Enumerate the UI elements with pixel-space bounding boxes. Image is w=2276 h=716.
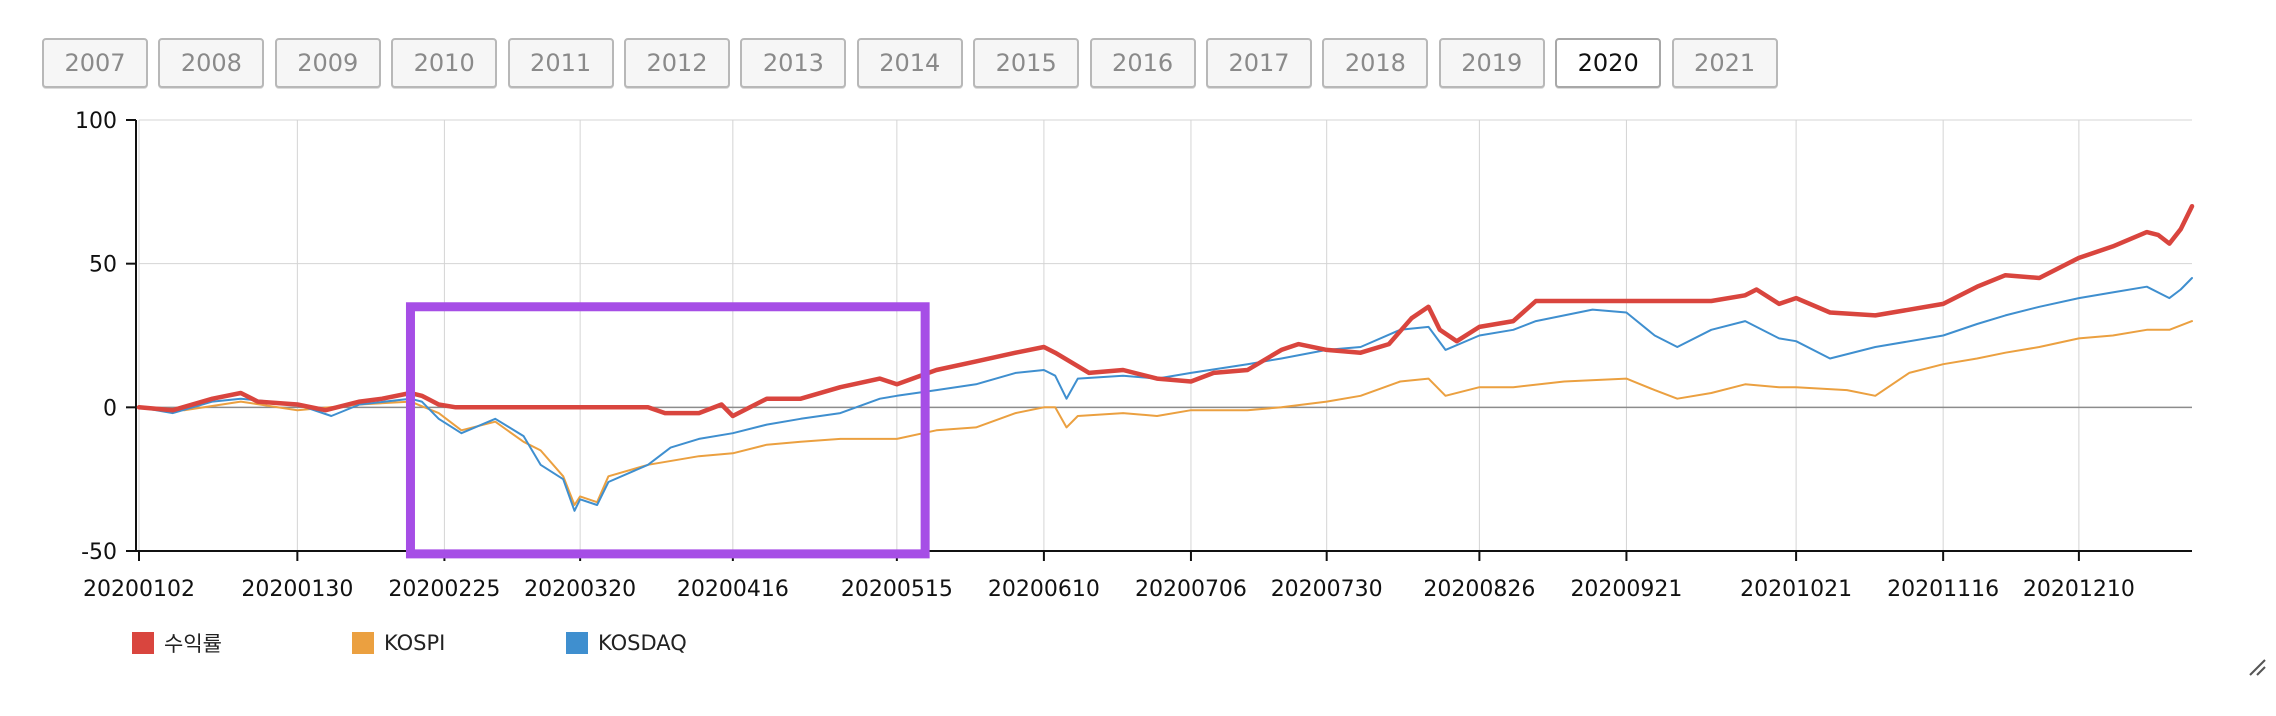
y-tick-label: 50 [89,253,117,278]
y-tick-label: -50 [81,540,117,565]
series-kosdaq-line [138,277,2193,512]
legend-label: 수익률 [164,632,222,656]
x-tick-label: 20201021 [1740,577,1852,602]
year-tab-2008[interactable]: 2008 [158,38,265,88]
year-tab-2017[interactable]: 2017 [1206,38,1312,88]
year-tab-2007[interactable]: 2007 [42,38,148,88]
year-tab-2020[interactable]: 2020 [1555,38,1662,88]
label-layer: -50 0 50 100 20200102 20200130 20200225 2020032… [75,109,2135,602]
x-tick-label: 20200102 [83,577,195,602]
year-tab-2013[interactable]: 2013 [740,38,847,88]
x-tick-label: 20200921 [1570,577,1682,602]
x-tick-label: 20200826 [1423,577,1535,602]
x-tick-label: 20200706 [1135,577,1247,602]
legend-label: KOSDAQ [598,631,687,655]
x-tick-label: 20200515 [841,577,953,602]
x-tick-label: 20201210 [2023,577,2135,602]
y-tick-label: 0 [103,396,117,421]
x-tick-label: 20200320 [524,577,636,602]
legend-label: KOSPI [384,631,446,655]
legend-swatch [132,632,154,654]
legend-item-0[interactable]: 수익률 [132,628,222,658]
year-tab-2011[interactable]: 2011 [507,38,614,88]
year-tab-2012[interactable]: 2012 [624,38,730,88]
legend-item-1[interactable]: KOSPI [352,628,445,658]
x-tick-label: 20200225 [388,577,500,602]
highlight-box [405,302,930,559]
year-tab-2014[interactable]: 2014 [856,38,963,88]
year-tab-2015[interactable]: 2015 [973,38,1080,88]
year-tab-2016[interactable]: 2016 [1089,38,1196,88]
series-return-line [136,203,2195,419]
x-tick-label: 20200610 [988,577,1100,602]
x-tick-label: 20200130 [241,577,353,602]
grid-layer [138,119,2192,552]
legend-swatch [352,632,374,654]
year-tab-2010[interactable]: 2010 [391,38,498,88]
year-tab-2009[interactable]: 2009 [274,38,381,88]
x-tick-label: 20200416 [677,577,789,602]
year-tab-2019[interactable]: 2019 [1438,38,1545,88]
x-tick-label: 20200730 [1271,577,1383,602]
y-tick-label: 100 [75,109,117,134]
year-tab-2018[interactable]: 2018 [1322,38,1429,88]
series-kospi-line [138,320,2193,506]
legend-item-2[interactable]: KOSDAQ [566,628,687,658]
series-layer [136,203,2195,512]
x-tick-label: 20201116 [1887,577,1999,602]
legend-swatch [566,632,588,654]
resize-handle-icon[interactable] [2246,656,2266,676]
highlight-layer [405,302,930,559]
year-tab-2021[interactable]: 2021 [1671,38,1778,88]
axis-layer [126,119,2192,561]
